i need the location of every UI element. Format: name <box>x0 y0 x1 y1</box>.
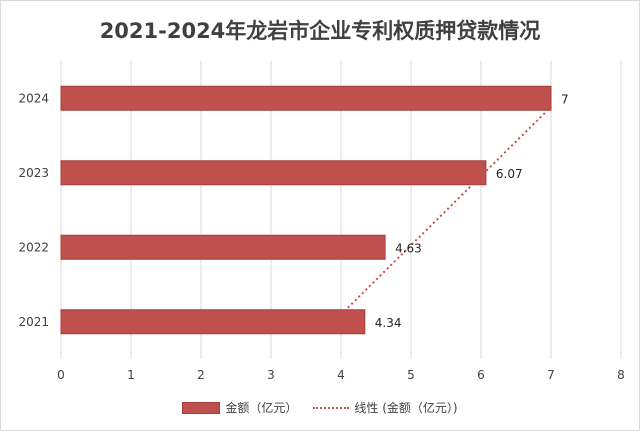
chart-title: 2021-2024年龙岩市企业专利权质押贷款情况 <box>99 19 541 43</box>
y-tick-label: 2022 <box>18 240 49 254</box>
x-tick-label: 5 <box>407 368 415 382</box>
legend-label-trendline: 线性 (金额（亿元）) <box>354 401 458 415</box>
legend-item-bar: 金额（亿元） <box>182 399 297 416</box>
x-tick-label: 6 <box>477 368 485 382</box>
y-tick-label: 2024 <box>18 91 49 105</box>
bar <box>60 234 386 260</box>
bar <box>60 309 366 335</box>
x-tick-label: 3 <box>267 368 275 382</box>
data-label: 4.63 <box>395 241 422 255</box>
legend-item-trendline: 线性 (金额（亿元）) <box>313 399 458 416</box>
x-tick-label: 7 <box>547 368 555 382</box>
trendline <box>347 111 547 309</box>
x-tick-label: 8 <box>617 368 625 382</box>
data-label: 4.34 <box>375 316 402 330</box>
legend-swatch-trendline <box>313 406 350 409</box>
data-label: 7 <box>561 92 569 106</box>
x-tick-label: 4 <box>337 368 345 382</box>
legend-swatch-bar <box>182 401 221 414</box>
y-tick-label: 2023 <box>18 166 49 180</box>
x-tick-label: 0 <box>57 368 65 382</box>
bar <box>60 160 487 186</box>
bar <box>60 85 552 111</box>
chart-legend: 金额（亿元） 线性 (金额（亿元）) <box>1 399 639 416</box>
legend-label-bar: 金额（亿元） <box>225 401 298 415</box>
x-tick-label: 2 <box>197 368 205 382</box>
data-label: 6.07 <box>496 167 523 181</box>
y-tick-label: 2021 <box>18 315 49 329</box>
x-tick-label: 1 <box>127 368 135 382</box>
